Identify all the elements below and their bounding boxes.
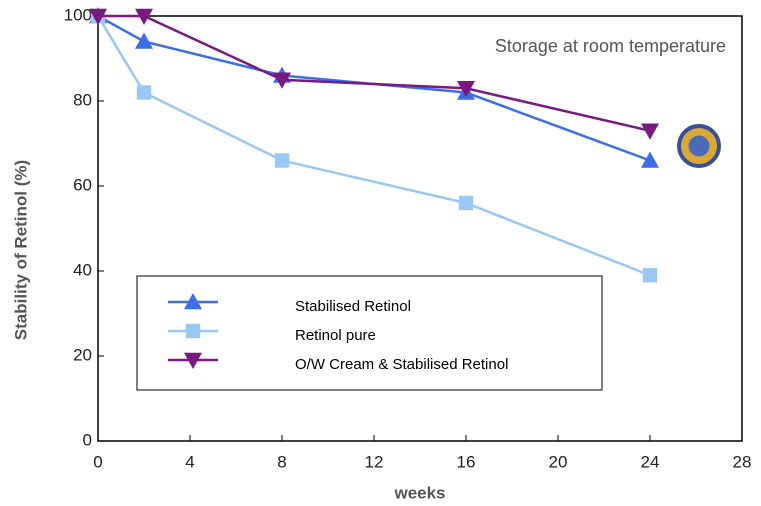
y-axis-title: Stability of Retinol (%) [11,160,30,340]
marker [136,85,152,100]
y-tick-label: 40 [73,260,92,279]
marker [185,323,201,339]
x-tick-label: 24 [641,452,660,471]
marker [457,81,475,98]
marker [89,8,107,26]
marker [642,268,658,283]
marker [135,32,153,49]
y-tick-label: 60 [73,175,92,194]
legend-box [136,275,603,391]
y-tick-label: 0 [83,430,92,449]
x-axis-title: weeks [393,483,445,502]
x-tick-label: 20 [549,452,568,471]
legend-label: O/W Cream & Stabilised Retinol [295,356,508,373]
marker [184,293,202,310]
marker [135,8,153,26]
series-line [98,14,651,132]
x-tick-label: 8 [277,452,286,471]
y-tick-label: 80 [73,90,92,109]
marker [641,123,659,140]
x-tick-label: 4 [185,452,194,471]
marker [184,352,202,369]
marker [274,153,290,168]
marker [273,72,291,89]
x-tick-label: 12 [365,452,384,471]
marker [458,195,474,211]
marker [641,151,659,168]
x-tick-label: 0 [93,452,102,471]
annotation: Storage at room temperature [495,36,726,56]
y-tick-label: 100 [64,5,92,24]
legend-label: Stabilised Retinol [295,298,411,315]
x-tick-label: 28 [733,452,752,471]
x-tick-label: 16 [457,452,476,471]
liposome-icon [677,124,721,168]
y-tick-label: 20 [73,345,92,364]
legend-label: Retinol pure [295,327,376,344]
plot-frame [97,15,743,442]
